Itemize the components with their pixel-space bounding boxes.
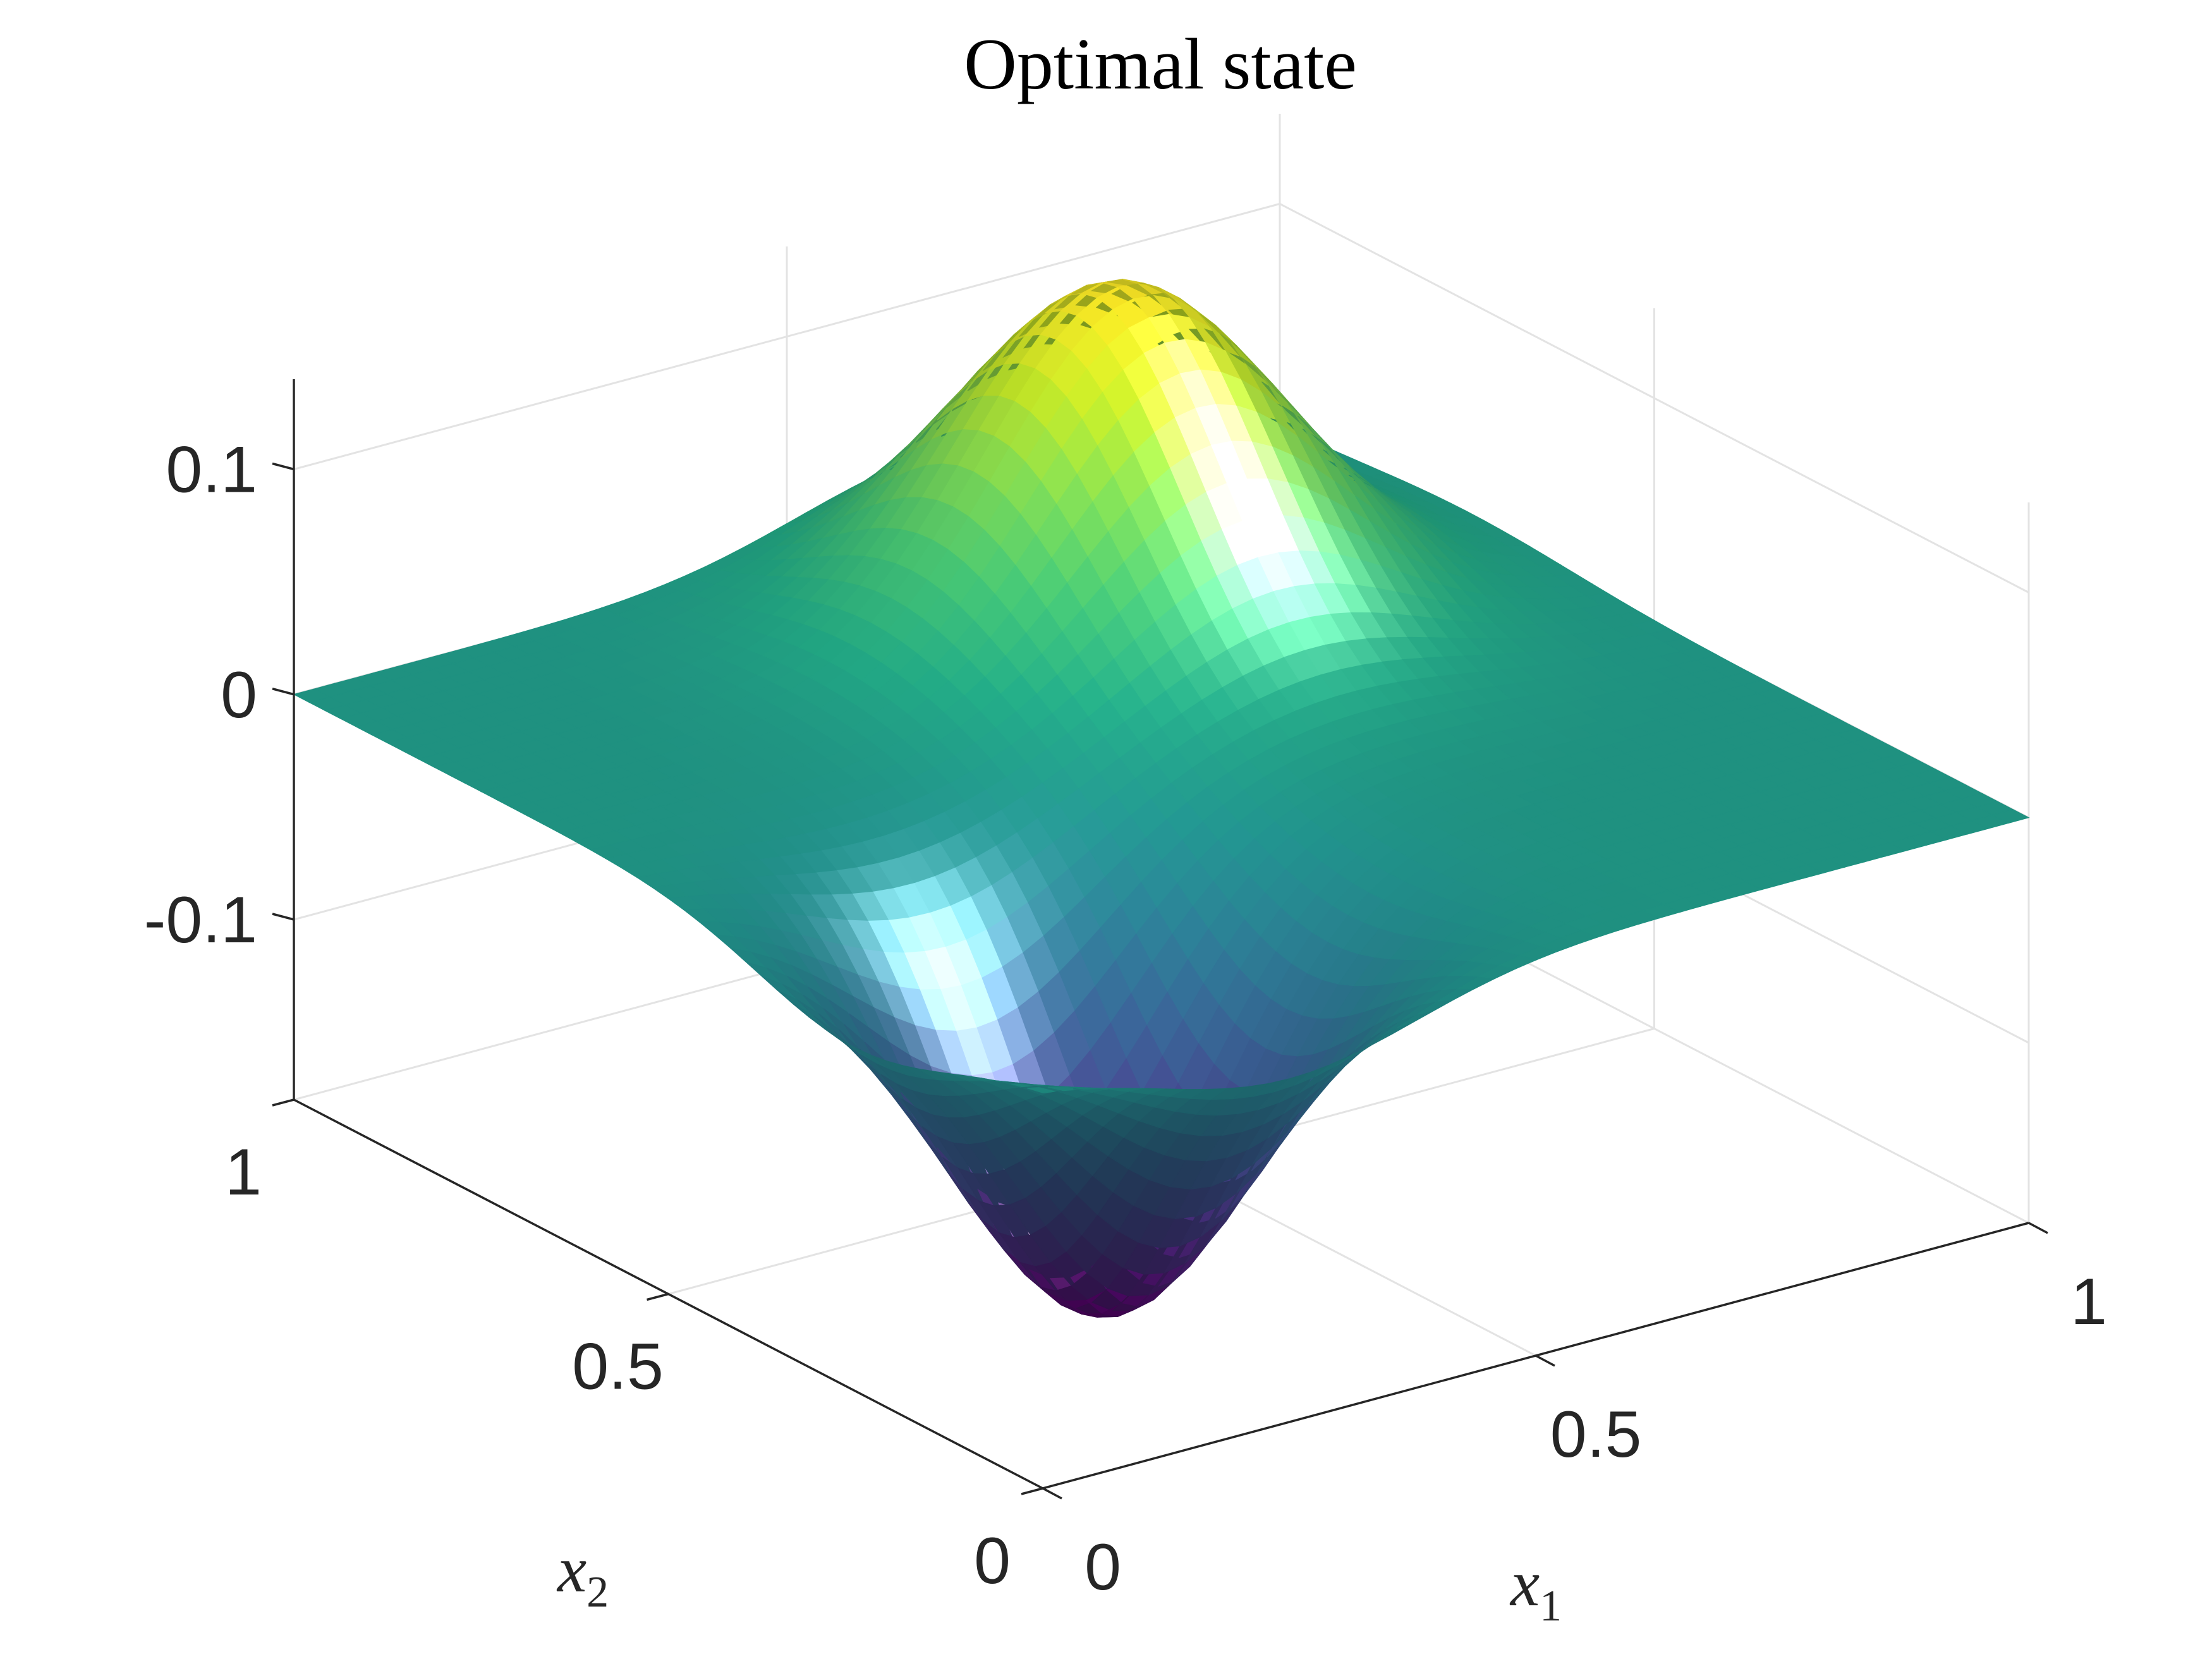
z-tick-mark bbox=[272, 462, 295, 471]
x2-tick-label: 0 bbox=[974, 1524, 1011, 1598]
x1-tick-label: 1 bbox=[2070, 1265, 2107, 1339]
x1-tick-mark bbox=[2028, 1222, 2048, 1234]
x2-tick-mark bbox=[272, 1098, 295, 1107]
x1-tick-mark bbox=[1042, 1487, 1062, 1500]
z-tick-label: 0.1 bbox=[166, 434, 257, 507]
x2-axis-label-subscript: 2 bbox=[586, 1568, 609, 1617]
z-tick-mark bbox=[272, 913, 295, 921]
chart-title: Optimal state bbox=[964, 24, 1357, 105]
x2-tick-mark bbox=[647, 1292, 669, 1301]
x1-tick-label: 0.5 bbox=[1550, 1398, 1642, 1471]
tick-marks bbox=[272, 462, 2048, 1500]
x2-axis-label: x2 bbox=[556, 1533, 609, 1617]
x2-tick-label: 0.5 bbox=[572, 1330, 664, 1404]
x1-tick-mark bbox=[1535, 1354, 1555, 1367]
x2-axis-label-main: x bbox=[556, 1533, 586, 1606]
x2-tick-mark bbox=[1021, 1487, 1043, 1495]
x1-axis-label-main: x bbox=[1509, 1547, 1540, 1620]
surface-mesh bbox=[293, 279, 2030, 1318]
z-tick-mark bbox=[272, 688, 295, 696]
z-tick-label: -0.1 bbox=[144, 884, 257, 957]
x1-axis-label: x1 bbox=[1509, 1547, 1562, 1631]
x2-tick-label: 1 bbox=[225, 1136, 262, 1209]
surface-patch bbox=[1991, 809, 2030, 824]
x1-tick-label: 0 bbox=[1085, 1531, 1121, 1604]
z-tick-label: 0 bbox=[221, 659, 257, 732]
x1-axis-label-subscript: 1 bbox=[1540, 1582, 1562, 1631]
tick-labels: -0.1 0 0.1 0 0.5 1 0 0.5 1 bbox=[144, 434, 2107, 1605]
